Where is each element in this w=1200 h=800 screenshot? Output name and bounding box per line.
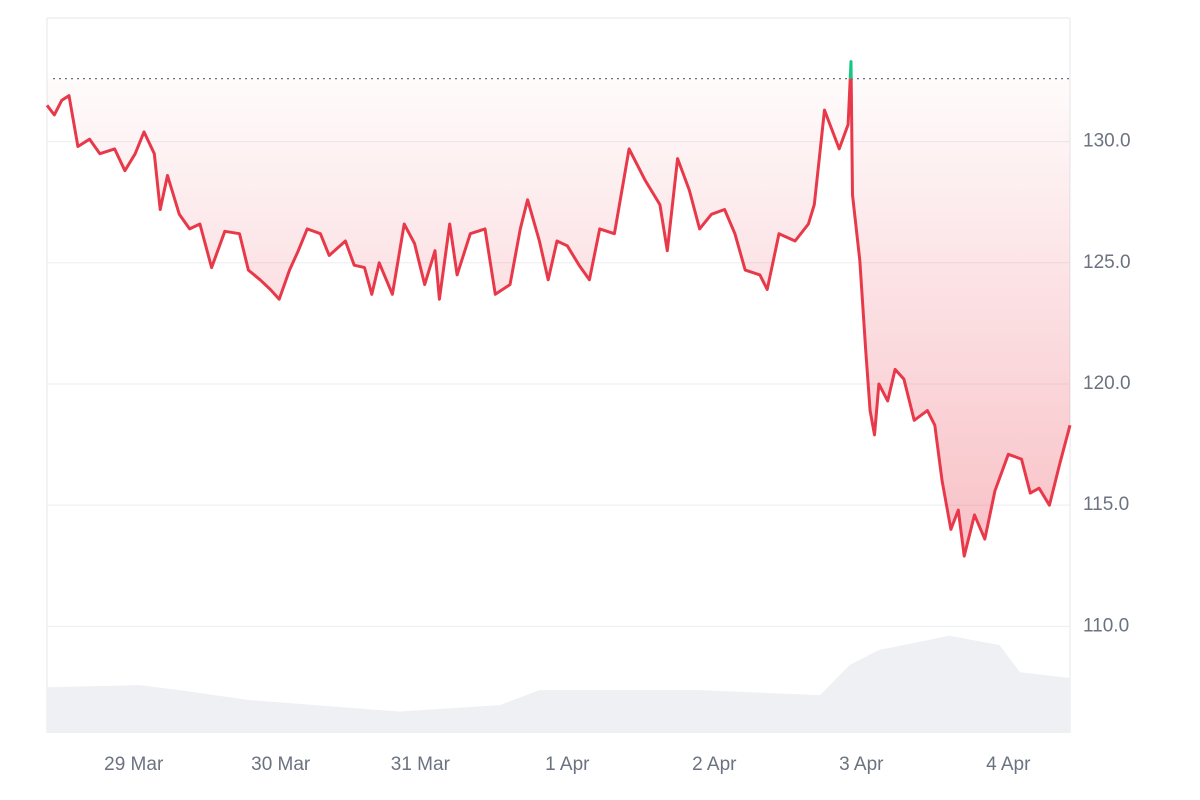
x-tick-label: 30 Mar — [251, 754, 311, 775]
area-fill — [47, 78, 1070, 557]
y-tick-label: 120.0 — [1083, 373, 1131, 394]
y-tick-label: 125.0 — [1083, 252, 1131, 273]
x-tick-label: 29 Mar — [104, 754, 164, 775]
x-tick-label: 31 Mar — [391, 754, 451, 775]
x-tick-label: 4 Apr — [986, 754, 1031, 775]
volume-area — [47, 635, 1070, 733]
price-line — [45, 78, 1072, 558]
x-tick-label: 3 Apr — [839, 754, 884, 775]
x-tick-label: 1 Apr — [545, 754, 590, 775]
x-tick-label: 2 Apr — [692, 754, 737, 775]
y-tick-label: 110.0 — [1083, 615, 1129, 636]
y-tick-label: 130.0 — [1083, 131, 1131, 152]
y-tick-label: 115.0 — [1083, 494, 1129, 515]
